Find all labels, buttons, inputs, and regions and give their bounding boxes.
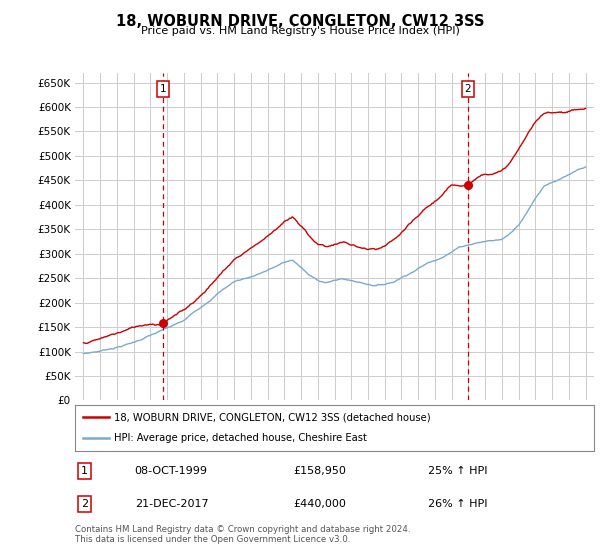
Text: Price paid vs. HM Land Registry's House Price Index (HPI): Price paid vs. HM Land Registry's House … xyxy=(140,26,460,36)
Text: Contains HM Land Registry data © Crown copyright and database right 2024.
This d: Contains HM Land Registry data © Crown c… xyxy=(75,525,410,544)
Text: £440,000: £440,000 xyxy=(293,500,346,509)
Text: 1: 1 xyxy=(81,466,88,476)
Text: 1: 1 xyxy=(160,84,167,94)
Text: 25% ↑ HPI: 25% ↑ HPI xyxy=(428,466,487,476)
Text: £158,950: £158,950 xyxy=(293,466,346,476)
Text: 18, WOBURN DRIVE, CONGLETON, CW12 3SS: 18, WOBURN DRIVE, CONGLETON, CW12 3SS xyxy=(116,14,484,29)
Text: 21-DEC-2017: 21-DEC-2017 xyxy=(134,500,208,509)
Text: 2: 2 xyxy=(81,500,88,509)
Text: 26% ↑ HPI: 26% ↑ HPI xyxy=(428,500,487,509)
Text: 2: 2 xyxy=(464,84,471,94)
Text: 18, WOBURN DRIVE, CONGLETON, CW12 3SS (detached house): 18, WOBURN DRIVE, CONGLETON, CW12 3SS (d… xyxy=(114,412,431,422)
Text: 08-OCT-1999: 08-OCT-1999 xyxy=(134,466,208,476)
Text: HPI: Average price, detached house, Cheshire East: HPI: Average price, detached house, Ches… xyxy=(114,433,367,444)
